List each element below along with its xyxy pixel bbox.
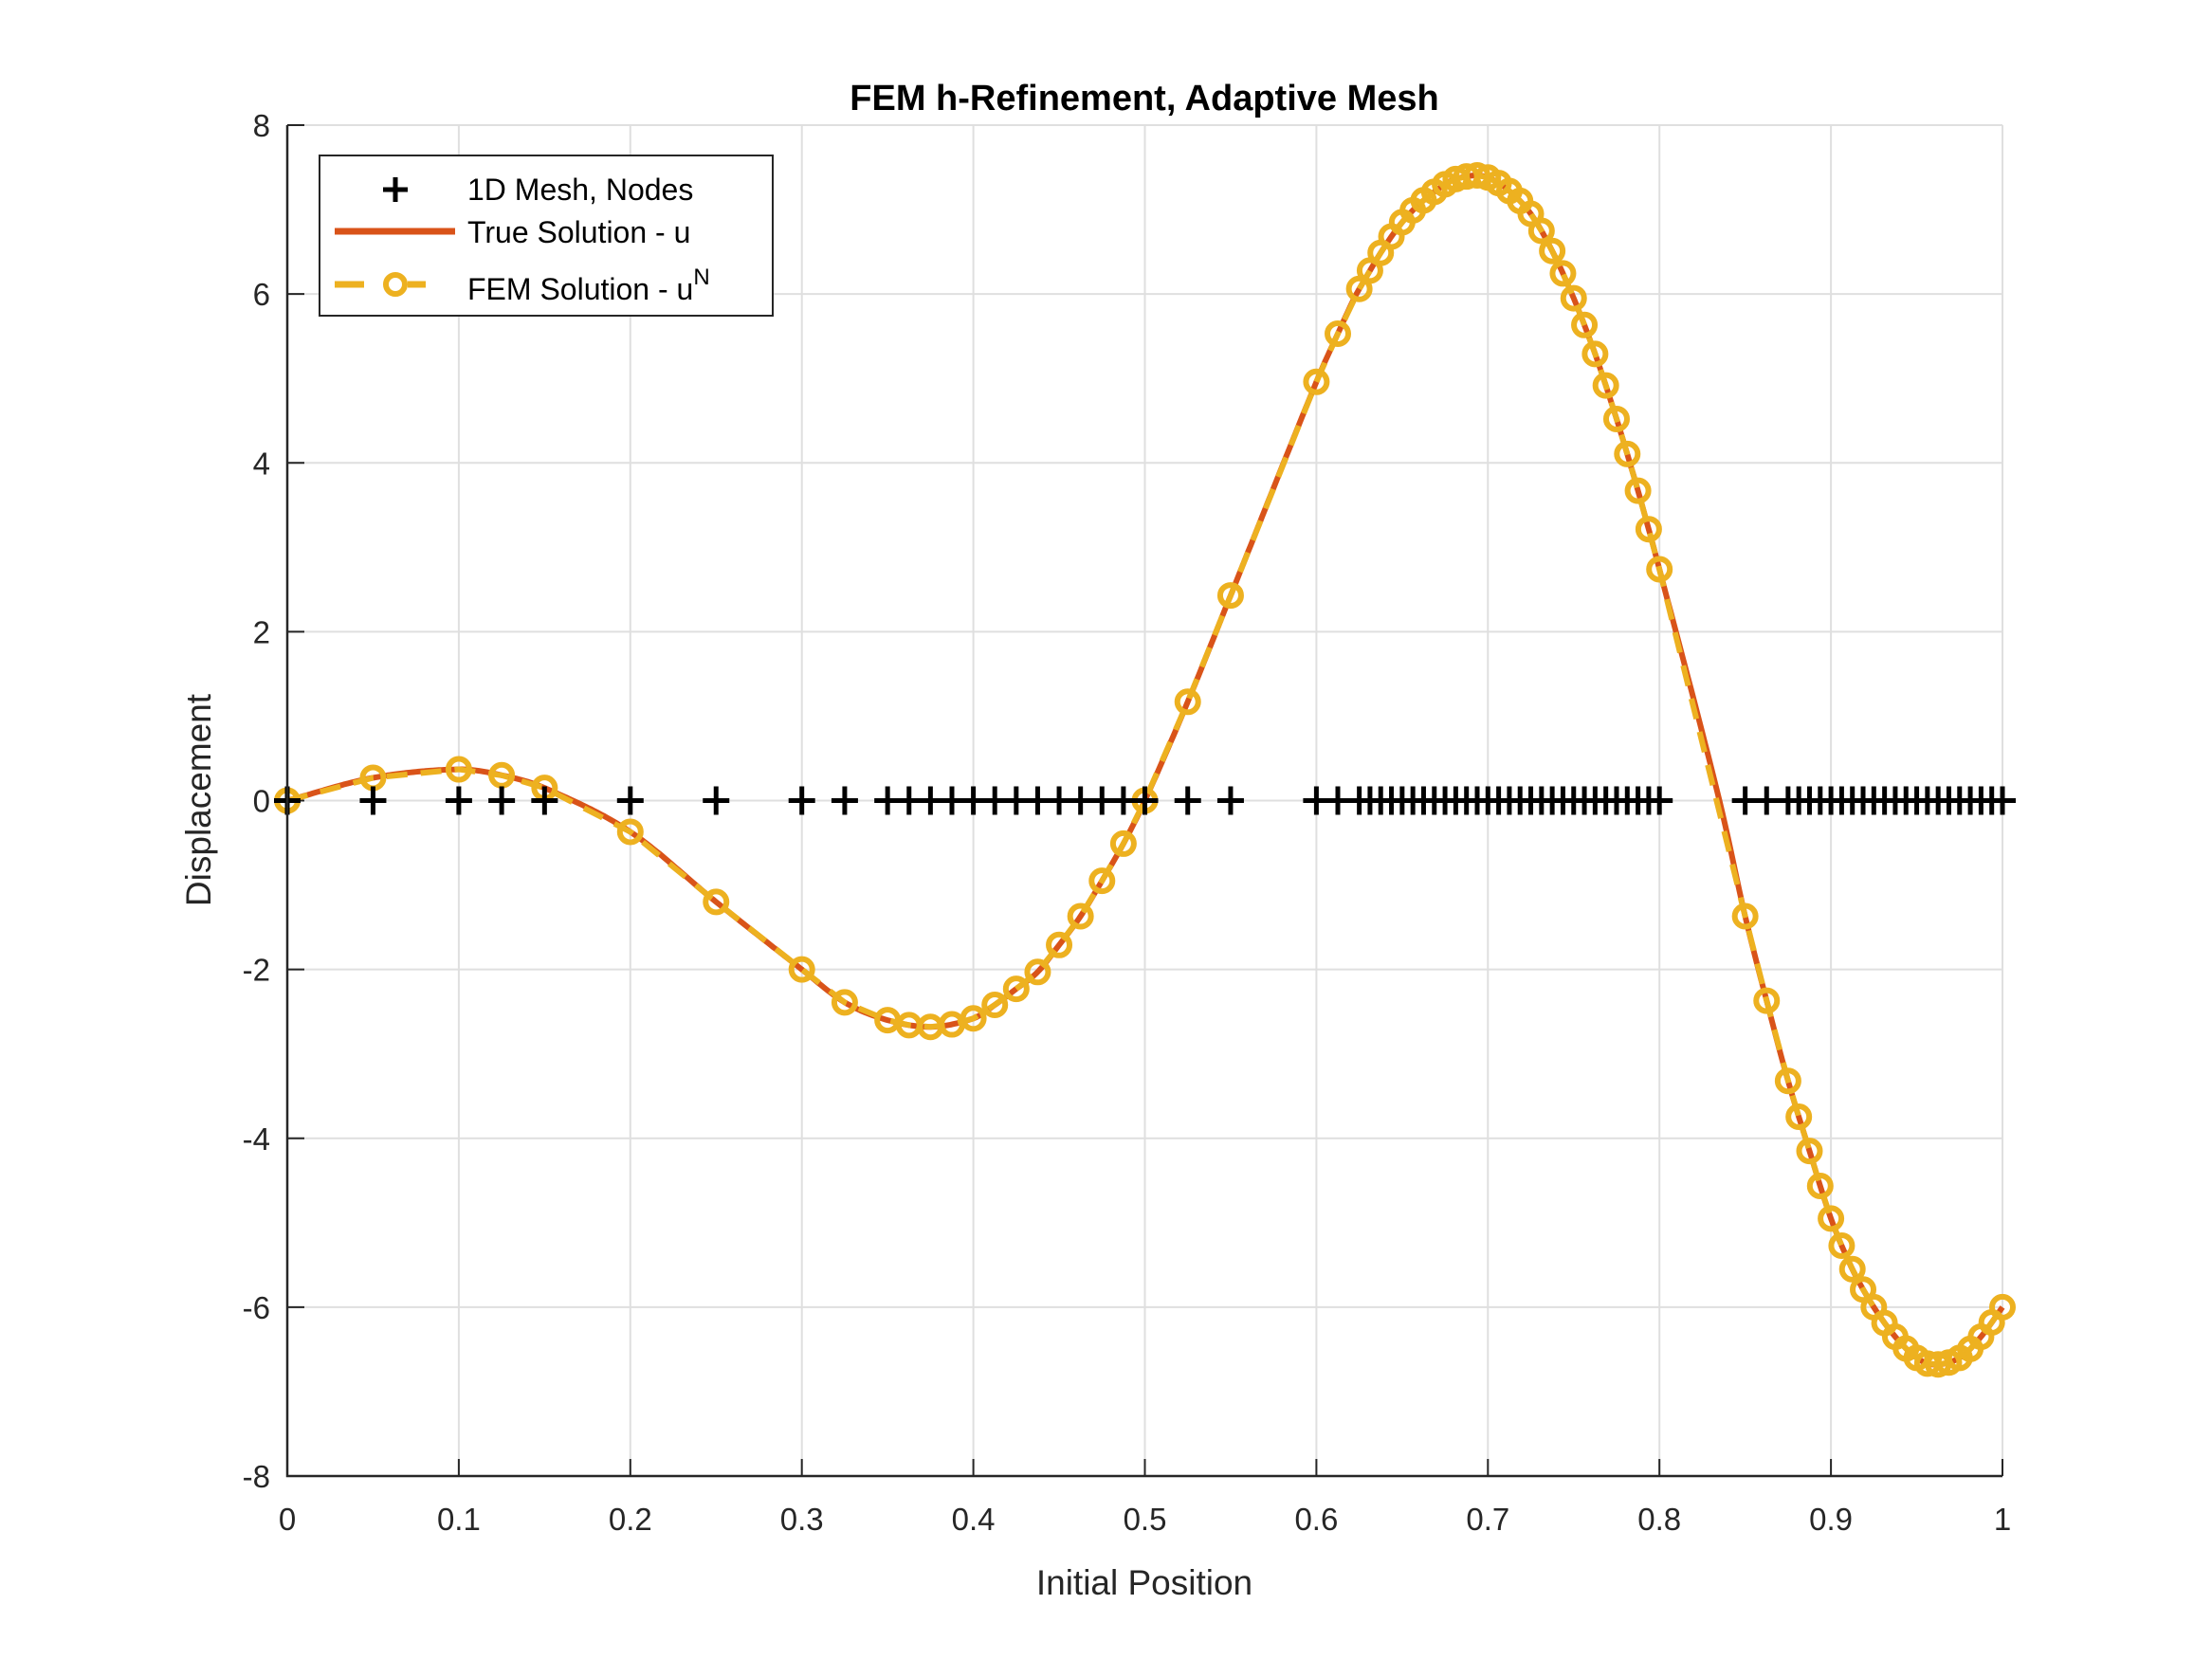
- fem-node-marker: [616, 818, 644, 846]
- y-tick-label: 4: [253, 446, 270, 481]
- y-tick-label: 0: [253, 784, 270, 819]
- fem-node-marker: [1109, 830, 1137, 857]
- mesh-node-plus-icon: [531, 786, 558, 815]
- fem-node-marker: [1539, 237, 1566, 264]
- fem-solution-line: [286, 172, 2005, 1368]
- y-axis-label: Displacement: [179, 693, 218, 906]
- fem-node-marker: [1828, 1232, 1856, 1260]
- fem-node-marker: [1806, 1173, 1834, 1200]
- fem-node-marker: [788, 956, 815, 983]
- fem-node-marker: [1325, 319, 1352, 347]
- fem-node-marker: [1216, 582, 1244, 610]
- x-tick-label: 0.9: [1809, 1502, 1853, 1537]
- legend-label-true-solution: True Solution - u: [467, 215, 690, 249]
- chart-title: FEM h-Refinement, Adaptive Mesh: [850, 79, 1438, 118]
- x-tick-label: 0: [279, 1502, 296, 1537]
- axes-box: [285, 125, 2002, 1478]
- fem-node-marker: [1624, 477, 1652, 504]
- mesh-node-plus-icon: [359, 786, 387, 815]
- legend: 1D Mesh, Nodes True Solution - u FEM Sol…: [319, 155, 774, 317]
- y-tick-label: 2: [253, 614, 270, 649]
- legend-label-mesh-nodes: 1D Mesh, Nodes: [467, 173, 693, 207]
- fem-node-marker: [1635, 516, 1662, 543]
- fem-node-marker: [1303, 368, 1330, 395]
- fem-node-marker: [1527, 217, 1555, 245]
- x-axis-label: Initial Position: [1036, 1563, 1252, 1602]
- x-tick-label: 0.4: [952, 1502, 996, 1537]
- fem-node-marker: [1614, 440, 1641, 467]
- fem-node-marker: [1046, 931, 1073, 958]
- fem-node-marker: [831, 989, 858, 1016]
- mesh-node-plus-icon: [703, 786, 730, 815]
- fem-node-marker: [960, 1005, 987, 1032]
- mesh-node-plus-icon: [1131, 786, 1159, 815]
- fem-node-marker: [445, 756, 472, 783]
- tick-labels: 0 0.1 0.2 0.3 0.4 0.5 0.6 0.7 0.8 0.9 1 -8 -6 -4 -2 0 2 4…: [243, 108, 2012, 1537]
- x-tick-label: 0.2: [609, 1502, 652, 1537]
- fem-node-marker: [1796, 1138, 1823, 1165]
- fem-node-marker: [488, 761, 516, 789]
- x-tick-label: 0.7: [1466, 1502, 1509, 1537]
- fem-node-marker: [1024, 958, 1051, 986]
- fem-solution-markers: [274, 161, 2016, 1378]
- fem-node-marker: [1592, 372, 1619, 399]
- mesh-node-plus-icon: [831, 786, 858, 815]
- fem-node-marker: [703, 888, 730, 916]
- fem-node-marker: [1838, 1255, 1866, 1283]
- x-tick-label: 0.8: [1637, 1502, 1681, 1537]
- x-tick-label: 0.1: [437, 1502, 481, 1537]
- fem-node-marker: [1560, 284, 1587, 312]
- fem-node-marker: [1731, 902, 1759, 930]
- fem-node-marker: [981, 992, 1009, 1019]
- legend-item-mesh-nodes: 1D Mesh, Nodes: [383, 173, 693, 207]
- mesh-node-plus-icon: [1216, 786, 1244, 815]
- mesh-node-plus-icon: [445, 786, 472, 815]
- mesh-node-plus-icon: [488, 786, 516, 815]
- x-tick-label: 0.6: [1294, 1502, 1338, 1537]
- mesh-node-plus-icon: [1174, 786, 1201, 815]
- fem-node-marker: [1549, 260, 1577, 287]
- fem-node-marker: [1174, 688, 1201, 716]
- plot-area: [274, 124, 2016, 1478]
- fem-node-marker: [1088, 867, 1116, 895]
- fem-node-marker: [1753, 987, 1781, 1014]
- x-tick-label: 0.3: [780, 1502, 824, 1537]
- mesh-node-plus-icon: [1989, 786, 2016, 815]
- y-tick-label: -4: [243, 1121, 270, 1157]
- fem-node-marker: [1571, 311, 1599, 338]
- fem-node-marker: [1002, 975, 1030, 1003]
- fem-node-marker: [1646, 556, 1673, 583]
- fem-node-marker: [1067, 902, 1094, 930]
- mesh-node-plus-icon: [1646, 786, 1673, 815]
- dashed-line-circle-icon: [335, 272, 426, 297]
- y-tick-label: -2: [243, 953, 270, 988]
- fem-node-marker: [1581, 340, 1609, 368]
- fem-node-marker: [1818, 1205, 1845, 1232]
- x-tick-label: 1: [1994, 1502, 2011, 1537]
- legend-item-fem-solution: FEM Solution - uN: [335, 264, 710, 306]
- y-tick-label: 6: [253, 277, 270, 312]
- mesh-node-markers: [274, 786, 2016, 815]
- x-tick-label: 0.5: [1124, 1502, 1167, 1537]
- legend-item-true-solution: True Solution - u: [335, 215, 690, 249]
- y-tick-label: -6: [243, 1290, 270, 1325]
- plus-marker-icon: [383, 177, 408, 202]
- fem-node-marker: [1345, 275, 1373, 302]
- fem-node-marker: [1774, 1067, 1801, 1095]
- fem-node-marker: [1463, 161, 1490, 189]
- y-tick-label: -8: [243, 1459, 270, 1494]
- mesh-node-plus-icon: [616, 786, 644, 815]
- mesh-node-plus-icon: [788, 786, 815, 815]
- legend-label-fem-solution: FEM Solution - uN: [467, 264, 710, 306]
- fem-node-marker: [1602, 405, 1630, 432]
- fem-node-marker: [1785, 1103, 1813, 1130]
- fem-node-marker: [1989, 1293, 2016, 1321]
- y-tick-label: 8: [253, 108, 270, 143]
